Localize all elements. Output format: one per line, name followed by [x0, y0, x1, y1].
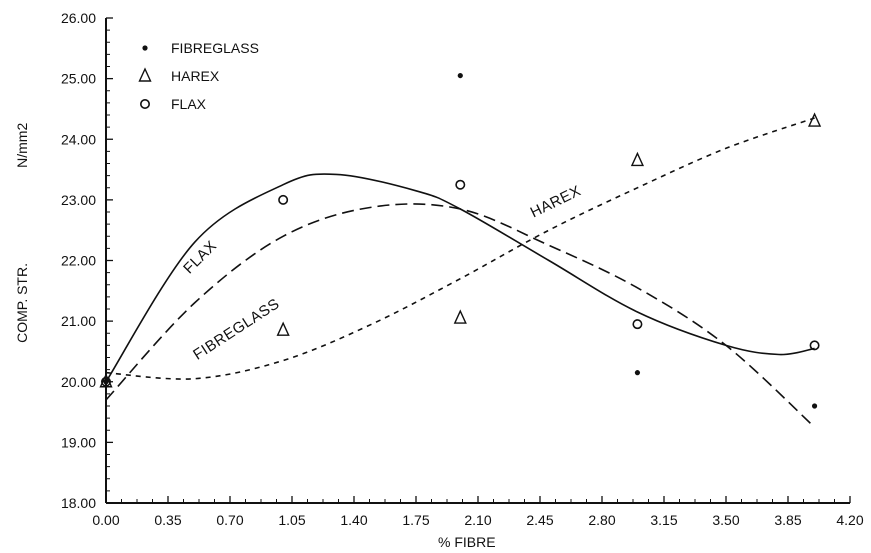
data-point-flax: [809, 340, 820, 351]
legend-marker-fibreglass: [142, 45, 148, 51]
legend-marker-harex: [138, 67, 152, 82]
data-point-harex: [807, 112, 822, 127]
data-point-flax: [632, 319, 643, 330]
curve-label-harex: HAREX: [528, 182, 584, 221]
x-tick-label: 3.15: [650, 512, 677, 528]
data-point-harex: [276, 321, 290, 336]
fit-curve-harex: [105, 117, 815, 380]
data-point-flax: [278, 194, 289, 205]
fit-curve-fibreglass: [105, 203, 816, 428]
data-points: [99, 72, 822, 409]
curve-label-flax: FLAX: [180, 237, 220, 277]
y-tick-label: 24.00: [61, 131, 96, 147]
data-point-harex: [630, 151, 645, 167]
y-axis-title: COMP. STR.: [14, 263, 30, 343]
legend-label-fibreglass: FIBREGLASS: [171, 40, 259, 56]
legend: FIBREGLASS HAREX FLAX: [138, 40, 259, 112]
data-point-fibreglass: [811, 403, 818, 409]
data-point-harex: [453, 309, 467, 324]
y-axis-units: N/mm2: [14, 123, 30, 168]
data-point-fibreglass: [103, 379, 109, 385]
axes: [105, 18, 850, 504]
x-tick-label: 1.40: [340, 512, 367, 528]
curve-labels: FIBREGLASS HAREX FLAX: [180, 182, 584, 363]
legend-label-flax: FLAX: [171, 96, 207, 112]
x-tick-label: 0.70: [216, 512, 243, 528]
x-tick-label: 1.05: [278, 512, 305, 528]
y-tick-label: 21.00: [61, 313, 96, 329]
x-tick-label: 2.80: [588, 512, 615, 528]
x-tick-label: 3.50: [712, 512, 739, 528]
x-tick-label: 2.45: [526, 512, 553, 528]
y-axis-ticks: 18.00 19.00 20.00 21.00 22.00 23.00 24.00 25.00…: [61, 10, 113, 511]
fit-curve-flax: [105, 173, 815, 383]
y-tick-label: 25.00: [61, 71, 96, 87]
data-point-flax: [101, 376, 112, 387]
data-point-flax: [455, 179, 466, 190]
x-axis-title: % FIBRE: [438, 534, 496, 550]
data-point-harex: [99, 373, 113, 388]
x-axis-ticks: 0.00 0.35 0.70 1.05 1.40 1.75 2.10 2.45 2.80 3.15…: [92, 496, 864, 528]
y-tick-label: 18.00: [61, 495, 96, 511]
y-tick-label: 23.00: [61, 192, 96, 208]
y-tick-label: 19.00: [61, 434, 96, 450]
curve-label-fibreglass: FIBREGLASS: [190, 295, 282, 363]
data-point-fibreglass: [634, 370, 641, 376]
legend-marker-flax: [140, 99, 151, 110]
legend-label-harex: HAREX: [171, 68, 220, 84]
y-tick-label: 20.00: [61, 374, 96, 390]
x-tick-label: 0.00: [92, 512, 119, 528]
fit-curves: [105, 117, 816, 428]
data-point-fibreglass: [457, 72, 463, 79]
y-tick-label: 26.00: [61, 10, 96, 26]
x-tick-label: 1.75: [402, 512, 429, 528]
x-tick-label: 4.20: [836, 512, 863, 528]
x-tick-label: 3.85: [774, 512, 801, 528]
y-tick-label: 22.00: [61, 253, 96, 269]
x-tick-label: 2.10: [464, 512, 491, 528]
x-tick-label: 0.35: [154, 512, 181, 528]
